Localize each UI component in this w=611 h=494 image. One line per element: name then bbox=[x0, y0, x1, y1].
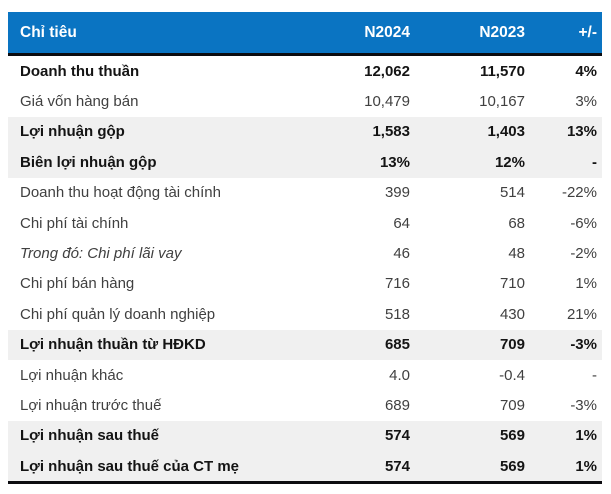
cell-n2024: 689 bbox=[384, 396, 410, 414]
row-label: Lợi nhuận thuần từ HĐKD bbox=[20, 336, 206, 354]
row-label: Lợi nhuận gộp bbox=[20, 123, 125, 141]
cell-change: - bbox=[592, 153, 597, 171]
cell-change: -2% bbox=[570, 245, 597, 263]
row-label: Doanh thu thuần bbox=[20, 62, 140, 80]
cell-n2024: 518 bbox=[384, 305, 410, 323]
cell-n2023: -0.4 bbox=[499, 366, 525, 384]
cell-n2023: 709 bbox=[499, 396, 525, 414]
cell-n2023: 710 bbox=[499, 275, 525, 293]
cell-n2024: 1,583 bbox=[372, 123, 410, 141]
table-row: Lợi nhuận gộp 1,583 1,403 13% bbox=[8, 116, 602, 148]
table-row: Lợi nhuận thuần từ HĐKD 685 709 -3% bbox=[8, 329, 602, 360]
row-label: Lợi nhuận trước thuế bbox=[20, 396, 162, 414]
cell-n2024: 4.0 bbox=[389, 366, 410, 384]
row-label: Doanh thu hoạt động tài chính bbox=[20, 184, 221, 202]
cell-n2023: 430 bbox=[499, 305, 525, 323]
cell-n2023: 10,167 bbox=[479, 93, 525, 111]
row-label: Biên lợi nhuận gộp bbox=[20, 153, 157, 171]
row-label: Lợi nhuận sau thuế của CT mẹ bbox=[20, 457, 240, 475]
cell-n2024: 64 bbox=[393, 214, 410, 232]
row-label: Trong đó: Chi phí lãi vay bbox=[20, 245, 182, 263]
cell-change: 21% bbox=[566, 305, 597, 323]
cell-change: 1% bbox=[575, 427, 597, 445]
cell-n2023: 48 bbox=[508, 245, 525, 263]
cell-n2024: 46 bbox=[393, 245, 410, 263]
cell-change: -3% bbox=[570, 336, 597, 354]
cell-change: 13% bbox=[566, 123, 597, 141]
table-row: Doanh thu thuần 12,062 11,570 4% bbox=[8, 56, 602, 86]
header-change: +/- bbox=[578, 23, 597, 41]
cell-change: -6% bbox=[570, 214, 597, 232]
cell-change: 1% bbox=[575, 457, 597, 475]
table-row: Lợi nhuận sau thuế 574 569 1% bbox=[8, 420, 602, 452]
cell-change: 3% bbox=[575, 93, 597, 111]
income-statement-table: Chỉ tiêu N2024 N2023 +/- Doanh thu thuần… bbox=[8, 12, 602, 485]
cell-change: 4% bbox=[575, 62, 597, 80]
table-row: Lợi nhuận khác 4.0 -0.4 - bbox=[8, 360, 602, 390]
cell-change: -3% bbox=[570, 396, 597, 414]
row-label: Lợi nhuận sau thuế bbox=[20, 427, 159, 445]
row-label: Chi phí tài chính bbox=[20, 214, 129, 232]
table-row: Trong đó: Chi phí lãi vay 46 48 -2% bbox=[8, 238, 602, 268]
cell-n2024: 399 bbox=[384, 184, 410, 202]
header-criteria: Chỉ tiêu bbox=[20, 23, 77, 41]
cell-n2024: 574 bbox=[384, 427, 410, 445]
table-row: Chi phí bán hàng 716 710 1% bbox=[8, 269, 602, 299]
cell-change: 1% bbox=[575, 275, 597, 293]
header-year-2023: N2023 bbox=[479, 23, 525, 41]
table-header-row: Chỉ tiêu N2024 N2023 +/- bbox=[8, 12, 602, 56]
cell-n2023: 12% bbox=[494, 153, 525, 171]
table-row: Chi phí quản lý doanh nghiệp 518 430 21% bbox=[8, 299, 602, 329]
cell-n2024: 574 bbox=[384, 457, 410, 475]
table-row: Chi phí tài chính 64 68 -6% bbox=[8, 208, 602, 238]
table-row: Lợi nhuận trước thuế 689 709 -3% bbox=[8, 390, 602, 420]
cell-n2023: 1,403 bbox=[487, 123, 525, 141]
cell-change: -22% bbox=[561, 184, 597, 202]
table-row: Doanh thu hoạt động tài chính 399 514 -2… bbox=[8, 178, 602, 208]
table-body: Doanh thu thuần 12,062 11,570 4% Giá vốn… bbox=[8, 56, 602, 485]
table-row: Giá vốn hàng bán 10,479 10,167 3% bbox=[8, 86, 602, 116]
cell-n2024: 10,479 bbox=[364, 93, 410, 111]
cell-n2023: 514 bbox=[499, 184, 525, 202]
row-label: Giá vốn hàng bán bbox=[20, 93, 139, 111]
row-label: Lợi nhuận khác bbox=[20, 366, 124, 384]
table-row: Biên lợi nhuận gộp 13% 12% - bbox=[8, 147, 602, 178]
cell-n2024: 685 bbox=[384, 336, 410, 354]
cell-n2023: 709 bbox=[499, 336, 525, 354]
cell-change: - bbox=[592, 366, 597, 384]
header-year-2024: N2024 bbox=[364, 23, 410, 41]
cell-n2023: 11,570 bbox=[479, 62, 525, 80]
row-label: Chi phí bán hàng bbox=[20, 275, 135, 293]
cell-n2024: 716 bbox=[384, 275, 410, 293]
cell-n2023: 569 bbox=[499, 457, 525, 475]
table-row: Lợi nhuận sau thuế của CT mẹ 574 569 1% bbox=[8, 451, 602, 482]
cell-n2023: 68 bbox=[508, 214, 525, 232]
cell-n2023: 569 bbox=[499, 427, 525, 445]
cell-n2024: 13% bbox=[379, 153, 410, 171]
row-label: Chi phí quản lý doanh nghiệp bbox=[20, 305, 216, 323]
cell-n2024: 12,062 bbox=[364, 62, 410, 80]
